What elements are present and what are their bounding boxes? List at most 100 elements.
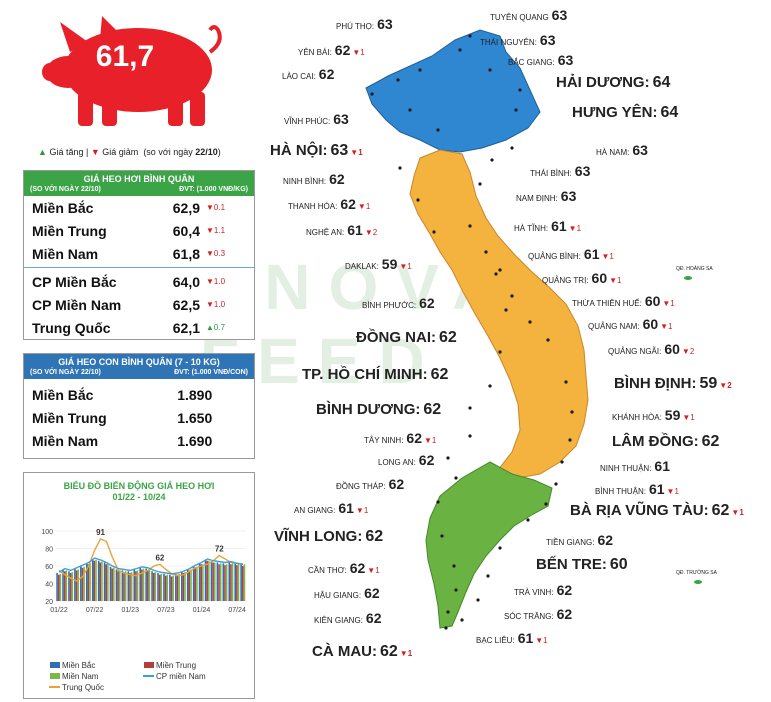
chart-bar (97, 560, 100, 601)
chart-bar (218, 564, 220, 601)
row-change: ▲0.7 (206, 323, 226, 332)
province-label: DAKLAK: 59 ▼1 (345, 256, 412, 272)
chart-bar (228, 562, 231, 601)
province-name: BẾN TRE: (536, 556, 607, 573)
province-label: QUẢNG NAM: 60 ▼1 (588, 316, 673, 332)
province-price: 59 (699, 375, 718, 392)
chart-bar (145, 568, 147, 601)
chart-bar (107, 563, 109, 601)
province-label: THÁI NGUYÊN: 63 (480, 32, 555, 48)
table-row: Miền Bắc 62,9 ▼0.1 (24, 196, 254, 219)
province-label: NAM ĐỊNH: 63 (516, 188, 576, 204)
province-name: QUẢNG NGÃI: (608, 347, 662, 356)
province-marker (568, 438, 572, 442)
province-price: 63 (574, 163, 591, 179)
chart-bar (77, 569, 79, 601)
province-label: LÀO CAI: 62 (282, 66, 334, 82)
province-marker (484, 250, 488, 254)
province-price: 63 (632, 142, 648, 158)
live-pig-price-table: GIÁ HEO HƠI BÌNH QUÂN (SO VỚI NGÀY 22/10… (23, 170, 255, 340)
province-price: 62 (711, 502, 730, 519)
legend-label: Miền Bắc (62, 661, 95, 670)
chart-bar (154, 572, 157, 601)
province-price: 63 (551, 7, 568, 23)
province-label: HẬU GIANG: 62 (314, 585, 380, 601)
chart-bar (237, 564, 240, 601)
chart-bar (170, 576, 173, 601)
province-change: ▼1 (609, 276, 622, 285)
province-price: 62 (419, 295, 435, 311)
chart-bar (133, 569, 136, 601)
province-marker (396, 78, 400, 82)
x-tick-label: 01/24 (193, 607, 211, 614)
province-label: TÂY NINH: 62 ▼1 (364, 430, 436, 446)
chart-bar (99, 562, 102, 601)
chart-bar (204, 559, 207, 601)
province-change: ▼1 (682, 413, 695, 422)
row-change: ▼1.0 (206, 300, 226, 309)
chart-bar (93, 560, 96, 601)
table1-sub-left: (SO VỚI NGÀY 22/10) (30, 186, 101, 193)
row-change: ▼1.1 (206, 226, 226, 235)
province-marker (446, 456, 450, 460)
province-change: ▼1 (662, 299, 675, 308)
province-change: ▼1 (350, 148, 363, 157)
province-name: LÀO CAI: (282, 72, 316, 81)
chart-bar (198, 563, 201, 601)
province-change: ▼1 (352, 48, 365, 57)
chart-bar (87, 564, 90, 601)
chart-bar (118, 570, 121, 601)
province-change: ▼1 (399, 649, 413, 658)
province-name: DAKLAK: (345, 262, 379, 271)
province-name: BÌNH THUẬN: (595, 487, 646, 496)
x-tick-label: 07/23 (157, 607, 175, 614)
chart-bar (186, 569, 189, 601)
chart-bar (115, 569, 118, 601)
chart-bar (182, 573, 185, 601)
chart-bar (208, 560, 210, 601)
province-price: 62 (430, 366, 449, 383)
row-value: 62,1 (172, 319, 200, 336)
province-price: 59 (664, 407, 681, 423)
row-name: Miền Trung (32, 222, 107, 239)
province-label: THANH HÓA: 62 ▼1 (288, 196, 370, 212)
province-name: NINH BÌNH: (283, 177, 327, 186)
chart-bar (139, 567, 141, 601)
chart-bar (240, 563, 242, 601)
province-label: ĐỒNG THÁP: 62 (336, 476, 404, 492)
chart-bar (184, 572, 186, 601)
province-name: BÌNH ĐỊNH: (614, 375, 697, 392)
chart-bar (243, 564, 246, 601)
chart-bar (210, 561, 213, 601)
chart-bar (127, 571, 130, 601)
province-marker (494, 272, 498, 276)
x-tick-label: 01/22 (50, 607, 68, 614)
province-label: BÀ RỊA VŨNG TÀU: 62 ▼1 (570, 502, 744, 520)
province-marker (460, 618, 464, 622)
x-tick-label: 01/23 (121, 607, 139, 614)
legend-separator: | (85, 147, 89, 157)
province-marker (444, 626, 448, 630)
province-marker (398, 166, 402, 170)
row-name: Miền Nam (32, 245, 99, 262)
province-name: HẢI DƯƠNG: (556, 74, 650, 91)
legend-date: 22/10 (195, 147, 218, 157)
chart-bar (109, 566, 112, 601)
province-change: ▼1 (601, 252, 614, 261)
pig-icon (42, 16, 222, 126)
chart-bar (105, 564, 108, 601)
chart-bar (166, 574, 169, 601)
map-region-central (409, 149, 589, 479)
province-marker (370, 92, 374, 96)
province-price: 63 (330, 142, 349, 159)
province-price: 61 (338, 500, 354, 516)
province-name: HƯNG YÊN: (572, 104, 658, 121)
province-marker (452, 564, 456, 568)
province-marker (488, 384, 492, 388)
province-price: 61 (648, 481, 665, 497)
province-price: 60 (591, 270, 608, 286)
province-label: PHÚ THỌ: 63 (336, 16, 393, 32)
province-marker (432, 230, 436, 234)
legend-up-label: Giá tăng (49, 147, 84, 157)
province-name: THANH HÓA: (288, 202, 338, 211)
